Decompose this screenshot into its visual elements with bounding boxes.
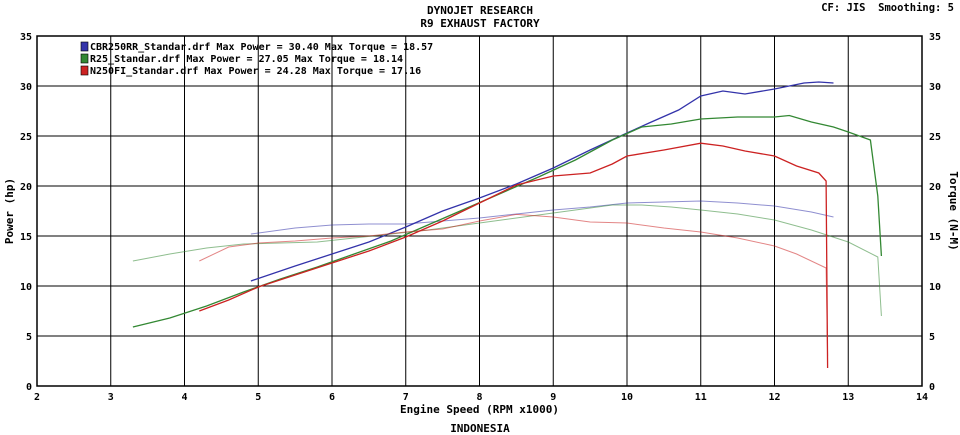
- x-tick-label: 6: [329, 392, 335, 403]
- y2-tick-label: 5: [929, 332, 935, 343]
- y2-tick-label: 10: [929, 282, 941, 293]
- legend-entry-2: R25_Standar.drf Max Power = 27.05 Max To…: [90, 54, 403, 65]
- x-tick-label: 12: [768, 392, 780, 403]
- x-axis-label: Engine Speed (RPM x1000): [400, 403, 559, 416]
- legend-swatch-1: [80, 41, 89, 52]
- x-tick-label: 5: [255, 392, 261, 403]
- torque-line-3: [199, 213, 829, 357]
- y2-tick-label: 35: [929, 32, 941, 43]
- y-tick-label: 15: [20, 232, 32, 243]
- y-tick-label: 25: [20, 132, 32, 143]
- legend: CBR250RR_Standar.drf Max Power = 30.40 M…: [80, 41, 433, 77]
- power-line-2: [132, 114, 883, 328]
- y-tick-label: 10: [20, 282, 32, 293]
- legend-entry-3: N250FI_Standar.drf Max Power = 24.28 Max…: [90, 66, 421, 77]
- torque-line-2: [132, 204, 882, 317]
- y2-tick-label: 15: [929, 232, 941, 243]
- y2-axis-label: Torque (N-M): [947, 171, 960, 250]
- x-tick-label: 13: [842, 392, 854, 403]
- x-tick-label: 4: [181, 392, 187, 403]
- x-tick-label: 7: [403, 392, 409, 403]
- legend-swatch-2: [80, 53, 89, 64]
- y2-axis-ticks: 0 5 10 15 20 25 30 35: [929, 32, 941, 393]
- y-tick-label: 30: [20, 82, 32, 93]
- y-axis-label: Power (hp): [3, 178, 16, 244]
- legend-entry-1: CBR250RR_Standar.drf Max Power = 30.40 M…: [90, 42, 433, 53]
- y-tick-label: 35: [20, 32, 32, 43]
- footer-label: INDONESIA: [450, 422, 510, 435]
- chart-subtitle: R9 EXHAUST FACTORY: [420, 17, 540, 30]
- x-tick-label: 8: [476, 392, 482, 403]
- y2-tick-label: 20: [929, 182, 941, 193]
- y-tick-label: 5: [26, 332, 32, 343]
- series-lines: [132, 81, 883, 369]
- x-tick-label: 11: [695, 392, 707, 403]
- chart-title: DYNOJET RESEARCH: [427, 4, 533, 17]
- y-tick-label: 0: [26, 382, 32, 393]
- cf-label: CF: JIS: [821, 2, 866, 14]
- torque-line-1: [250, 200, 834, 235]
- y2-tick-label: 25: [929, 132, 941, 143]
- x-tick-label: 9: [550, 392, 556, 403]
- y2-tick-label: 30: [929, 82, 941, 93]
- y-axis-ticks: 0 5 10 15 20 25 30 35: [20, 32, 32, 393]
- x-tick-label: 10: [621, 392, 633, 403]
- x-tick-label: 3: [108, 392, 114, 403]
- x-tick-label: 2: [34, 392, 40, 403]
- power-line-3: [199, 142, 829, 369]
- y2-tick-label: 0: [929, 382, 935, 393]
- power-line-1: [250, 81, 834, 282]
- x-tick-label: 14: [916, 392, 928, 403]
- grid-lines: [37, 36, 922, 386]
- settings-readout: CF: JIS Smoothing: 5: [821, 2, 954, 14]
- y-tick-label: 20: [20, 182, 32, 193]
- smoothing-label: Smoothing: 5: [878, 2, 954, 14]
- legend-swatch-3: [80, 65, 89, 76]
- x-axis-ticks: 2 3 4 5 6 7 8 9 10 11 12 13 14: [34, 392, 928, 403]
